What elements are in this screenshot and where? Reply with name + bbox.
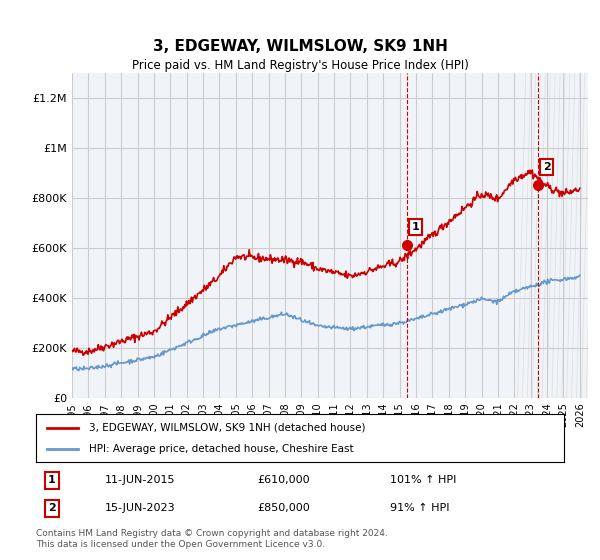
- Text: £850,000: £850,000: [258, 503, 311, 514]
- Text: £610,000: £610,000: [258, 475, 310, 486]
- Text: 101% ↑ HPI: 101% ↑ HPI: [390, 475, 456, 486]
- Text: 15-JUN-2023: 15-JUN-2023: [104, 503, 175, 514]
- Text: 1: 1: [412, 222, 419, 232]
- Text: HPI: Average price, detached house, Cheshire East: HPI: Average price, detached house, Ches…: [89, 444, 353, 454]
- Text: 2: 2: [48, 503, 56, 514]
- Text: 1: 1: [48, 475, 56, 486]
- Text: 2: 2: [543, 162, 551, 172]
- Text: 3, EDGEWAY, WILMSLOW, SK9 1NH: 3, EDGEWAY, WILMSLOW, SK9 1NH: [152, 39, 448, 54]
- Text: Price paid vs. HM Land Registry's House Price Index (HPI): Price paid vs. HM Land Registry's House …: [131, 59, 469, 72]
- Text: 91% ↑ HPI: 91% ↑ HPI: [390, 503, 449, 514]
- Text: Contains HM Land Registry data © Crown copyright and database right 2024.
This d: Contains HM Land Registry data © Crown c…: [36, 529, 388, 549]
- Text: 11-JUN-2015: 11-JUN-2015: [104, 475, 175, 486]
- Text: 3, EDGEWAY, WILMSLOW, SK9 1NH (detached house): 3, EDGEWAY, WILMSLOW, SK9 1NH (detached …: [89, 423, 365, 433]
